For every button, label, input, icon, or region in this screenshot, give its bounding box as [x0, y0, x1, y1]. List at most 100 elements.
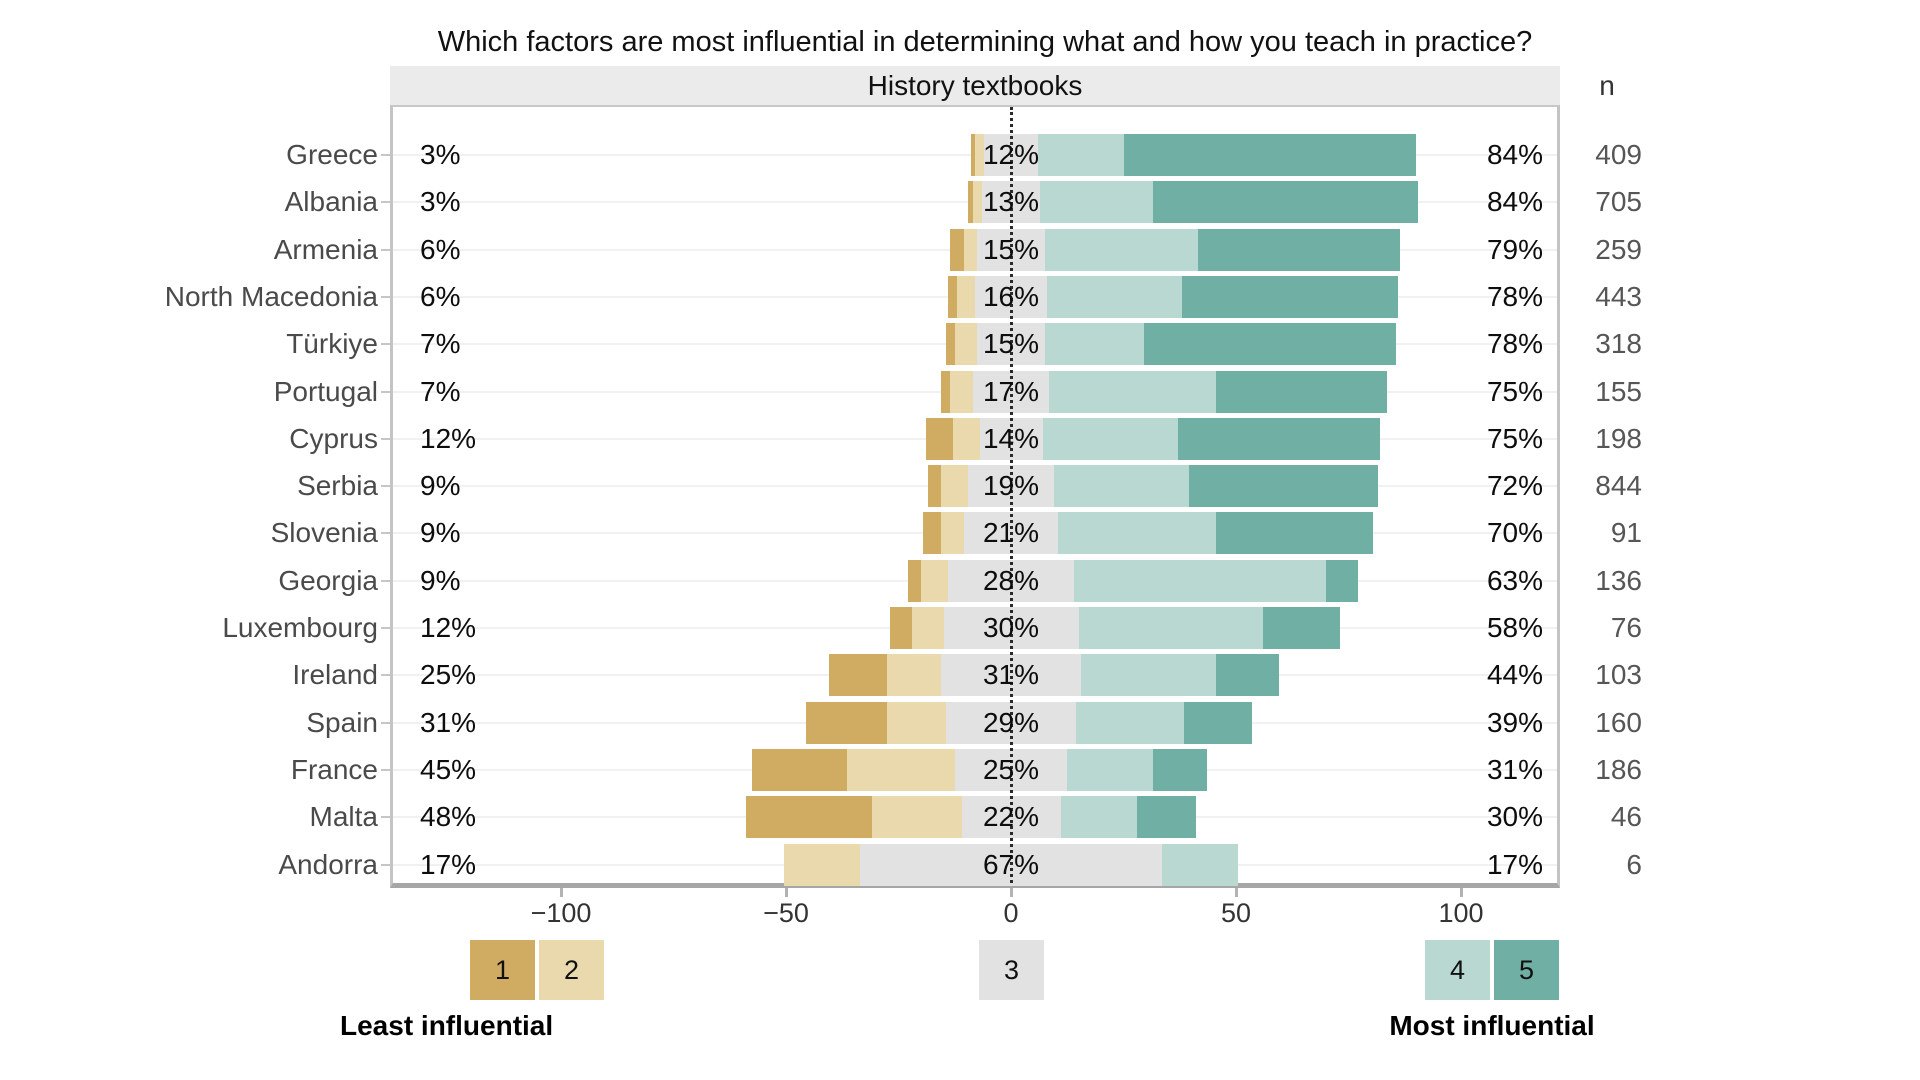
mid-pct-label: 12%	[982, 139, 1040, 170]
bar-segment-2	[921, 559, 948, 602]
country-label: Andorra	[278, 848, 378, 880]
bar-segment-2	[941, 465, 969, 508]
bar-segment-1	[752, 748, 847, 791]
left-pct-label: 9%	[420, 564, 461, 596]
mid-pct-label: 14%	[982, 422, 1040, 454]
n-value: 76	[1610, 612, 1642, 643]
mid-pct-label: 30%	[982, 612, 1040, 643]
bar-segment-1	[927, 465, 942, 508]
mid-pct-label: 15%	[982, 233, 1040, 265]
x-axis-tick	[1459, 888, 1463, 897]
bar-segment-5	[1263, 607, 1340, 649]
bar-segment-5	[1215, 512, 1374, 555]
bar-segment-4	[1161, 843, 1239, 886]
n-value: 443	[1595, 280, 1642, 312]
bar-segment-1	[806, 701, 888, 744]
bar-segment-4	[1078, 607, 1263, 649]
legend-swatch-5: 5	[1492, 938, 1561, 1002]
y-axis-tick	[381, 343, 390, 346]
right-pct-label: 44%	[1486, 659, 1543, 691]
bar-segment-1	[941, 370, 951, 413]
country-label: North Macedonia	[164, 280, 378, 312]
bar-segment-5	[1177, 417, 1380, 460]
bar-segment-2	[783, 843, 861, 886]
x-axis-tick	[1234, 888, 1238, 897]
mid-pct-label: 25%	[982, 753, 1040, 785]
bar-segment-2	[963, 228, 978, 271]
bar-segment-4	[1044, 228, 1198, 271]
y-axis-tick	[381, 154, 390, 156]
bar-segment-5	[1152, 748, 1207, 791]
bar-segment-1	[970, 134, 975, 176]
bar-segment-1	[828, 654, 888, 697]
right-pct-label: 63%	[1486, 564, 1543, 596]
bar-segment-1	[907, 559, 921, 602]
country-label: Türkiye	[286, 328, 378, 360]
country-label: Georgia	[278, 564, 378, 596]
bar-segment-1	[923, 512, 942, 555]
x-tick-label: −100	[530, 898, 592, 928]
y-axis-tick	[381, 627, 390, 629]
bar-segment-2	[887, 654, 942, 697]
mid-pct-label: 21%	[982, 517, 1040, 549]
right-pct-label: 17%	[1486, 848, 1543, 880]
bar-segment-2	[957, 275, 975, 318]
right-pct-label: 39%	[1486, 706, 1543, 738]
bar-segment-2	[975, 134, 984, 176]
x-tick-label: 0	[1003, 898, 1019, 928]
bar-segment-4	[1067, 748, 1153, 791]
left-pct-label: 7%	[420, 375, 461, 407]
most-influential-label: Most influential	[1389, 1010, 1595, 1041]
n-value: 91	[1610, 517, 1642, 549]
left-pct-label: 3%	[420, 139, 461, 170]
facet-strip-header: History textbooks	[390, 66, 1560, 105]
x-axis-tick	[784, 888, 788, 897]
bar-segment-4	[1040, 181, 1153, 224]
bar-segment-2	[941, 512, 964, 555]
bar-segment-2	[846, 748, 955, 791]
country-label: Albania	[284, 186, 378, 218]
bar-segment-1	[950, 228, 964, 271]
y-axis-tick	[381, 721, 390, 724]
bar-segment-2	[972, 181, 982, 224]
n-value: 259	[1595, 233, 1642, 265]
bar-segment-4	[1044, 323, 1144, 366]
left-pct-label: 6%	[420, 280, 461, 312]
bar-segment-2	[954, 323, 978, 366]
legend-number-4: 4	[1449, 954, 1466, 985]
bar-segment-4	[1060, 796, 1137, 839]
left-pct-label: 31%	[420, 706, 477, 738]
country-label: Portugal	[273, 375, 378, 407]
n-value: 46	[1610, 801, 1642, 833]
legend-number-3: 3	[1003, 954, 1020, 985]
left-pct-label: 9%	[420, 470, 461, 502]
y-axis-tick	[381, 674, 390, 677]
bar-segment-5	[1143, 323, 1396, 366]
n-value: 155	[1595, 375, 1642, 407]
country-label: Ireland	[292, 659, 378, 691]
y-axis-tick	[381, 248, 390, 251]
legend-swatch-2: 2	[537, 938, 606, 1002]
bar-segment-1	[968, 181, 973, 224]
right-pct-label: 75%	[1486, 422, 1543, 454]
country-label: Cyprus	[289, 422, 378, 454]
mid-pct-label: 28%	[982, 564, 1040, 596]
n-value: 103	[1595, 659, 1642, 691]
bar-segment-5	[1188, 465, 1378, 508]
bar-segment-5	[1197, 228, 1401, 271]
right-pct-label: 79%	[1486, 233, 1543, 265]
right-pct-label: 84%	[1486, 139, 1543, 170]
bar-segment-1	[745, 796, 872, 839]
bar-segment-4	[1038, 134, 1124, 176]
country-label: Malta	[309, 801, 378, 833]
bar-segment-2	[887, 701, 946, 744]
right-pct-label: 75%	[1486, 375, 1543, 407]
legend-swatch-4: 4	[1423, 938, 1492, 1002]
right-pct-label: 78%	[1486, 280, 1543, 312]
right-pct-label: 31%	[1486, 753, 1543, 785]
y-axis-tick	[381, 390, 390, 393]
bar-segment-5	[1182, 275, 1398, 318]
mid-pct-label: 13%	[982, 186, 1040, 218]
right-pct-label: 72%	[1486, 470, 1543, 502]
